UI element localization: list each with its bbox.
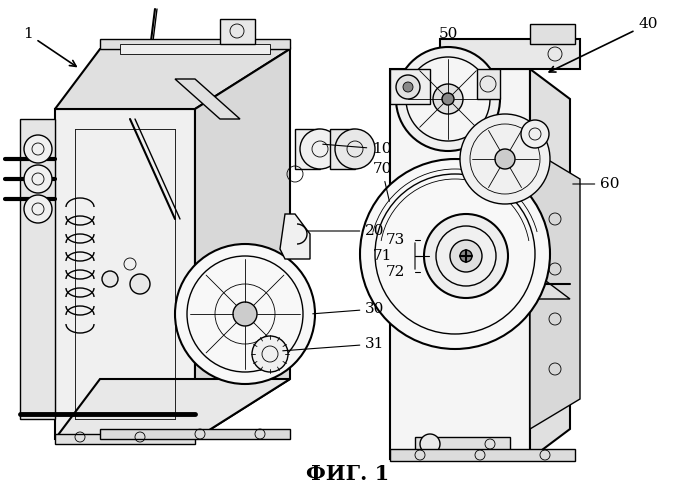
Circle shape xyxy=(460,250,472,262)
Circle shape xyxy=(24,135,52,163)
Circle shape xyxy=(24,195,52,223)
Text: 31: 31 xyxy=(283,337,385,351)
Polygon shape xyxy=(390,69,430,104)
Circle shape xyxy=(406,57,490,141)
Circle shape xyxy=(24,165,52,193)
Text: 50: 50 xyxy=(439,27,458,47)
Polygon shape xyxy=(55,49,290,109)
Polygon shape xyxy=(490,269,570,299)
Polygon shape xyxy=(390,69,530,459)
Polygon shape xyxy=(477,69,500,99)
Polygon shape xyxy=(55,109,195,439)
Circle shape xyxy=(233,302,257,326)
Polygon shape xyxy=(295,129,320,169)
Polygon shape xyxy=(100,429,290,439)
Circle shape xyxy=(420,434,440,454)
Text: ФИГ. 1: ФИГ. 1 xyxy=(306,464,389,484)
Text: 40: 40 xyxy=(549,17,657,72)
Circle shape xyxy=(521,120,549,148)
Polygon shape xyxy=(55,379,290,439)
Polygon shape xyxy=(55,434,195,444)
Polygon shape xyxy=(330,129,355,169)
Circle shape xyxy=(450,240,482,272)
Circle shape xyxy=(424,214,508,298)
Text: 10: 10 xyxy=(322,142,392,156)
Polygon shape xyxy=(415,437,510,451)
Text: 72: 72 xyxy=(385,265,404,279)
Text: 20: 20 xyxy=(308,224,385,238)
Polygon shape xyxy=(120,44,270,54)
Polygon shape xyxy=(530,69,570,459)
Polygon shape xyxy=(530,149,580,429)
Circle shape xyxy=(396,75,420,99)
Circle shape xyxy=(130,274,150,294)
Text: 70: 70 xyxy=(373,162,392,201)
Text: 1: 1 xyxy=(23,27,76,66)
Circle shape xyxy=(436,226,496,286)
Circle shape xyxy=(360,159,550,349)
Circle shape xyxy=(433,84,463,114)
Polygon shape xyxy=(220,19,255,44)
Polygon shape xyxy=(390,449,575,461)
Polygon shape xyxy=(100,39,290,49)
Circle shape xyxy=(335,129,375,169)
Polygon shape xyxy=(280,214,310,259)
Polygon shape xyxy=(440,39,580,69)
Circle shape xyxy=(300,129,340,169)
Circle shape xyxy=(252,336,288,372)
Text: 71: 71 xyxy=(373,249,392,263)
Polygon shape xyxy=(195,49,290,439)
Circle shape xyxy=(495,149,515,169)
Circle shape xyxy=(102,271,118,287)
Circle shape xyxy=(460,114,550,204)
Polygon shape xyxy=(20,119,55,419)
Text: 60: 60 xyxy=(573,177,620,191)
Text: 73: 73 xyxy=(385,233,404,247)
Circle shape xyxy=(403,82,413,92)
Circle shape xyxy=(175,244,315,384)
Circle shape xyxy=(442,93,454,105)
Circle shape xyxy=(396,47,500,151)
Polygon shape xyxy=(530,24,575,44)
Polygon shape xyxy=(175,79,240,119)
Text: 30: 30 xyxy=(313,302,385,316)
